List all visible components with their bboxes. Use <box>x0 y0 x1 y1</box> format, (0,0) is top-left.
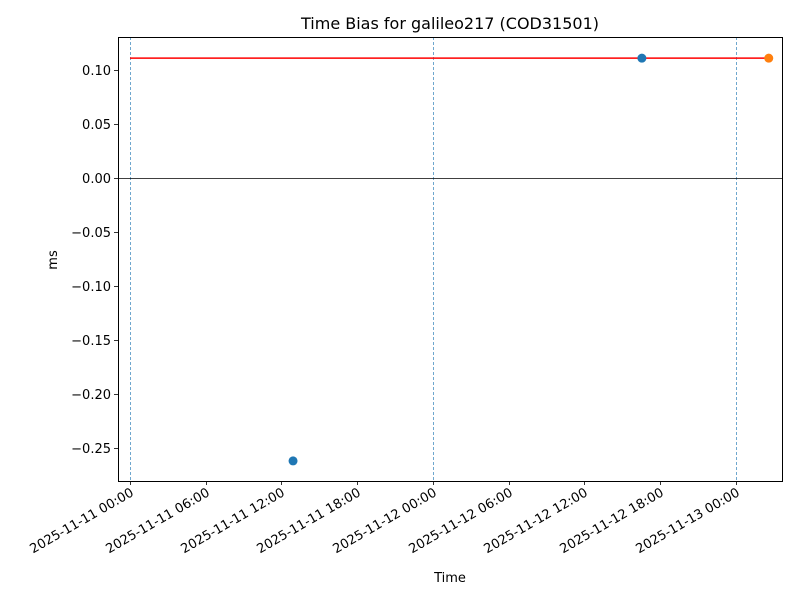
y-tick-label: −0.15 <box>71 334 111 349</box>
data-point <box>288 456 298 466</box>
plot-area <box>118 37 782 481</box>
y-tick-label: −0.25 <box>71 442 111 457</box>
data-point <box>764 53 774 63</box>
y-tick-label: 0.05 <box>82 118 111 133</box>
y-tick-label: −0.05 <box>71 226 111 241</box>
x-axis-label: Time <box>433 571 466 586</box>
y-tick-label: 0.10 <box>82 64 111 79</box>
chart-title: Time Bias for galileo217 (COD31501) <box>300 14 599 33</box>
y-tick-label: −0.10 <box>71 280 111 295</box>
data-point <box>637 53 647 63</box>
y-tick-label: 0.00 <box>82 172 111 187</box>
y-tick-label: −0.20 <box>71 388 111 403</box>
y-axis-label: ms <box>46 250 61 270</box>
y-axis: 0.10 0.05 0.00 −0.05 −0.10 −0.15 −0.20 −0.25 <box>71 64 118 457</box>
axes-frame <box>118 37 783 482</box>
